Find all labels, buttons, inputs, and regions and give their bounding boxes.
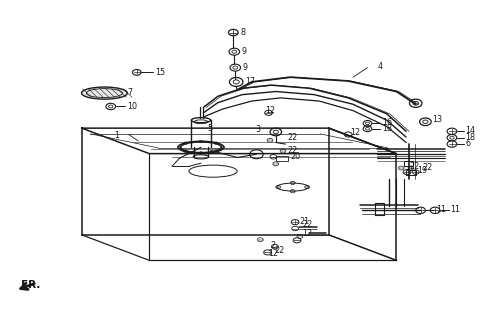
Text: 17: 17: [245, 77, 256, 86]
Text: 22: 22: [302, 220, 313, 229]
Text: 7: 7: [127, 88, 132, 97]
Text: 16: 16: [382, 118, 392, 127]
Text: 14: 14: [466, 126, 475, 135]
Text: 22: 22: [409, 162, 420, 171]
Text: 10: 10: [127, 102, 137, 111]
Text: 1: 1: [114, 131, 119, 140]
Text: 11: 11: [436, 205, 446, 214]
Text: 9: 9: [243, 63, 248, 72]
Ellipse shape: [81, 87, 127, 99]
Text: 13: 13: [433, 115, 443, 124]
Text: 12: 12: [269, 250, 279, 259]
Text: 19: 19: [417, 166, 427, 175]
Text: 12: 12: [302, 229, 313, 238]
Text: 11: 11: [451, 205, 460, 214]
Text: 12: 12: [350, 128, 361, 137]
Text: FR.: FR.: [21, 280, 40, 290]
Text: 22: 22: [287, 146, 297, 155]
Text: 5: 5: [207, 124, 212, 132]
Text: 3: 3: [256, 125, 260, 134]
Text: 18: 18: [466, 132, 475, 141]
Text: 22: 22: [423, 163, 433, 172]
Text: 21: 21: [299, 217, 309, 226]
Text: 22: 22: [288, 133, 298, 142]
Text: 4: 4: [377, 61, 382, 70]
Bar: [276, 156, 288, 161]
Text: 8: 8: [241, 28, 245, 37]
Text: 9: 9: [242, 47, 247, 56]
Text: 15: 15: [155, 68, 165, 77]
Text: 12: 12: [265, 106, 275, 115]
Text: 6: 6: [466, 139, 470, 148]
Text: 18: 18: [382, 124, 392, 132]
Text: 22: 22: [275, 246, 285, 255]
Bar: [406, 170, 416, 175]
Text: 2: 2: [270, 241, 275, 250]
Bar: [404, 161, 413, 166]
Text: 20: 20: [290, 152, 301, 161]
